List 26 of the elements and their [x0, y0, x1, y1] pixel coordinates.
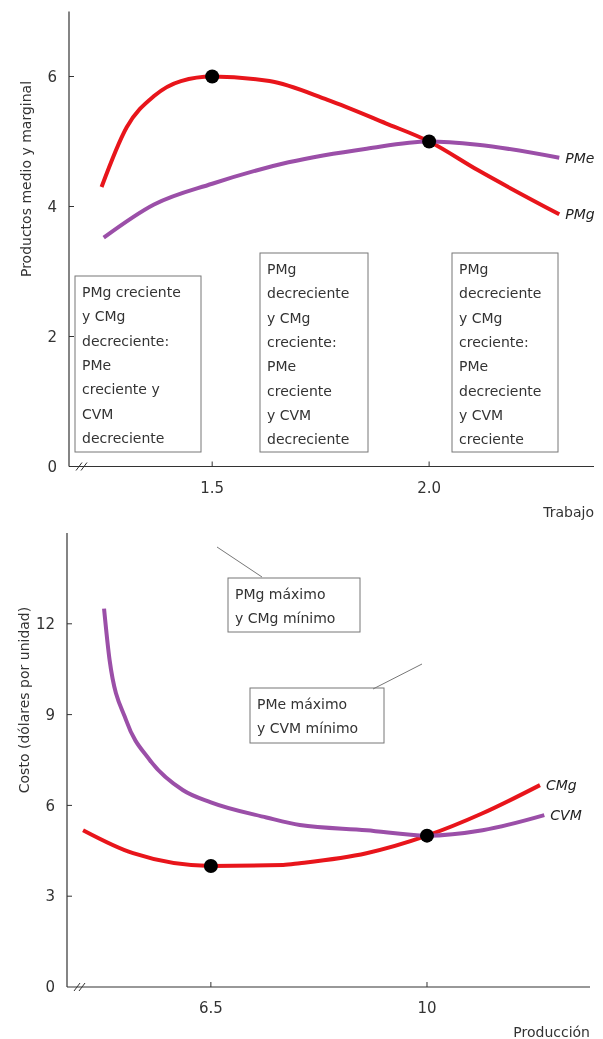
series-label: CMg	[545, 777, 577, 794]
x-tick-label: 10	[417, 999, 437, 1017]
y-tick-label: 12	[35, 615, 55, 634]
annotation: PMg decreciente y CMg creciente: PMe creciente y CVM decreciente	[267, 261, 350, 448]
y-tick-label: 0	[45, 978, 55, 997]
y-axis-title: Costo (dólares por unidad)	[16, 606, 32, 794]
y-axis-title: Productos medio y marginal	[18, 80, 34, 278]
y-tick-label: 6	[45, 796, 55, 815]
annotation: PMg decreciente y CMg creciente: PMe decreciente y CVM creciente	[459, 261, 542, 448]
x-tick-label: 2.0	[417, 478, 442, 497]
x-tick-label: 6.5	[198, 999, 223, 1017]
annotation: PMg máximo y CMg mínimo	[235, 586, 336, 627]
x-axis-title: Producción	[513, 1024, 590, 1039]
y-tick-label: 0	[47, 457, 57, 476]
y-tick-label: 3	[45, 887, 55, 906]
series-label: CVM	[550, 807, 582, 824]
x-tick-label: 1.5	[200, 478, 225, 497]
x-axis-title: Trabajo	[542, 503, 594, 520]
y-tick-label: 2	[47, 327, 57, 346]
annotation: PMg creciente y CMg decreciente: PMe creciente y CVM decreciente	[82, 284, 181, 446]
annotation: PMe máximo y CVM mínimo	[257, 696, 359, 737]
series-label: PMe	[565, 149, 595, 166]
y-tick-label: 4	[47, 197, 57, 216]
y-tick-label: 6	[47, 67, 57, 86]
series-label: PMg	[565, 206, 595, 223]
y-tick-label: 9	[45, 705, 55, 724]
